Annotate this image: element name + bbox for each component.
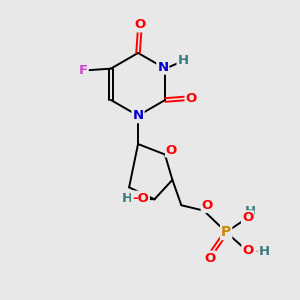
Text: O: O: [202, 199, 213, 212]
Text: N: N: [133, 109, 144, 122]
Text: O: O: [186, 92, 197, 105]
Text: H: H: [259, 245, 270, 258]
Text: O: O: [204, 252, 215, 265]
Text: P: P: [221, 225, 231, 239]
Text: -O: -O: [132, 192, 149, 205]
Text: H: H: [122, 192, 133, 205]
Text: H: H: [178, 54, 189, 67]
Text: H: H: [244, 205, 256, 218]
Text: -: -: [255, 245, 261, 258]
Text: N: N: [157, 61, 168, 74]
Text: F: F: [78, 64, 87, 76]
Text: O: O: [166, 143, 177, 157]
Text: O: O: [242, 244, 253, 256]
Text: O: O: [134, 18, 145, 32]
Text: O: O: [242, 211, 253, 224]
